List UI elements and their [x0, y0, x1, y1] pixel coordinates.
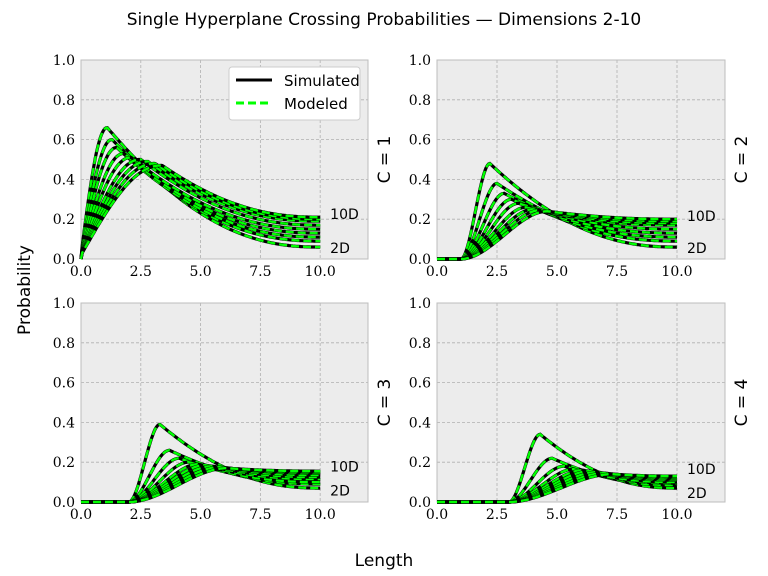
- y-tick-label: 1.0: [409, 53, 431, 69]
- series-simulated-6d: [79, 155, 321, 260]
- x-tick-label: 10.0: [305, 507, 336, 523]
- x-tick-label: 7.5: [249, 507, 271, 523]
- x-tick-label: 2.5: [486, 507, 508, 523]
- y-tick-label: 1.0: [53, 296, 75, 312]
- panel-c1: 0.0 2.5 5.0 7.5 10.0 0.0 0.2 0.4 0.6 0.8 1.0 10D 2D C…: [53, 53, 395, 280]
- y-tick-label: 0.4: [53, 172, 75, 188]
- y-tick-label: 0.8: [53, 336, 75, 352]
- dim-label-low: 2D: [330, 241, 350, 257]
- panel-label: C = 1: [375, 136, 395, 184]
- y-tick-label: 0.2: [409, 212, 431, 228]
- series-simulated-9d: [79, 161, 321, 260]
- y-tick-label: 0.0: [53, 252, 75, 268]
- legend-label-modeled: Modeled: [284, 95, 348, 113]
- x-tick-label: 0.0: [70, 264, 92, 280]
- y-tick-label: 0.2: [409, 455, 431, 471]
- x-tick-label: 7.5: [606, 264, 628, 280]
- y-tick-label: 0.6: [409, 376, 431, 392]
- dim-label-high: 10D: [687, 462, 716, 478]
- x-tick-label: 5.0: [189, 264, 211, 280]
- series-modeled-10d: [437, 209, 677, 261]
- y-tick-label: 0.4: [409, 172, 431, 188]
- dim-label-high: 10D: [330, 460, 359, 476]
- series-modeled-10d: [81, 467, 321, 504]
- y-tick-label: 0.6: [53, 133, 75, 149]
- x-tick-label: 0.0: [70, 507, 92, 523]
- x-tick-label: 2.5: [130, 264, 152, 280]
- y-tick-label: 0.8: [409, 93, 431, 109]
- series-modeled-8d: [79, 160, 321, 260]
- series-modeled-3d: [79, 138, 321, 260]
- series-modeled-3d: [437, 182, 677, 261]
- legend: Simulated Modeled: [228, 66, 361, 121]
- legend-label-simulated: Simulated: [284, 72, 360, 90]
- plot-frame: [436, 59, 726, 260]
- panel-label: C = 2: [732, 136, 752, 184]
- plot-frame: [80, 59, 369, 260]
- dim-label-low: 2D: [687, 241, 707, 257]
- plot-frame: [436, 302, 726, 503]
- dim-label-high: 10D: [687, 209, 716, 225]
- y-tick-label: 0.0: [409, 252, 431, 268]
- panel-c4: 0.0 2.5 5.0 7.5 10.0 0.0 0.2 0.4 0.6 0.8 1.0 10D 2D C…: [409, 296, 752, 523]
- y-tick-label: 0.8: [409, 336, 431, 352]
- panel-c2: 0.0 2.5 5.0 7.5 10.0 0.0 0.2 0.4 0.6 0.8 1.0 10D 2D C…: [409, 53, 752, 280]
- x-tick-label: 7.5: [249, 264, 271, 280]
- x-tick-label: 5.0: [189, 507, 211, 523]
- series-modeled-5d: [437, 198, 677, 261]
- x-tick-label: 10.0: [661, 507, 692, 523]
- y-tick-label: 0.4: [409, 415, 431, 431]
- dim-label-low: 2D: [687, 486, 707, 502]
- y-tick-label: 0.4: [53, 415, 75, 431]
- y-tick-label: 1.0: [409, 296, 431, 312]
- dim-label-low: 2D: [330, 484, 350, 500]
- x-tick-label: 5.0: [546, 507, 568, 523]
- y-tick-label: 0.2: [53, 455, 75, 471]
- panel-c3: 0.0 2.5 5.0 7.5 10.0 0.0 0.2 0.4 0.6 0.8 1.0 10D 2D C…: [53, 296, 395, 523]
- series-modeled-10d: [79, 164, 321, 260]
- dim-label-high: 10D: [330, 207, 359, 223]
- x-tick-label: 10.0: [305, 264, 336, 280]
- series-modeled-4d: [79, 146, 321, 260]
- x-tick-label: 7.5: [606, 507, 628, 523]
- x-tick-label: 0.0: [426, 507, 448, 523]
- y-tick-label: 0.0: [409, 495, 431, 511]
- x-tick-label: 10.0: [661, 264, 692, 280]
- y-tick-label: 1.0: [53, 53, 75, 69]
- panel-label: C = 3: [375, 379, 395, 427]
- panel-label: C = 4: [732, 379, 752, 427]
- y-tick-label: 0.6: [409, 133, 431, 149]
- y-tick-label: 0.0: [53, 495, 75, 511]
- chart-title: Single Hyperplane Crossing Probabilities…: [127, 10, 641, 30]
- x-tick-label: 2.5: [486, 264, 508, 280]
- series-modeled-2d: [79, 126, 321, 260]
- plot-frame: [80, 302, 369, 503]
- y-tick-label: 0.8: [53, 93, 75, 109]
- x-tick-label: 5.0: [546, 264, 568, 280]
- panels-group: 0.0 2.5 5.0 7.5 10.0 0.0 0.2 0.4 0.6 0.8 1.0 10D 2D C…: [53, 53, 752, 523]
- x-tick-label: 2.5: [130, 507, 152, 523]
- series-modeled-7d: [79, 158, 321, 260]
- y-tick-label: 0.2: [53, 212, 75, 228]
- x-axis-label: Length: [355, 551, 414, 571]
- series-modeled-5d: [79, 152, 321, 260]
- series-modeled-10d: [437, 472, 677, 504]
- y-axis-label: Probability: [15, 245, 35, 335]
- x-tick-label: 0.0: [426, 264, 448, 280]
- y-tick-label: 0.6: [53, 376, 75, 392]
